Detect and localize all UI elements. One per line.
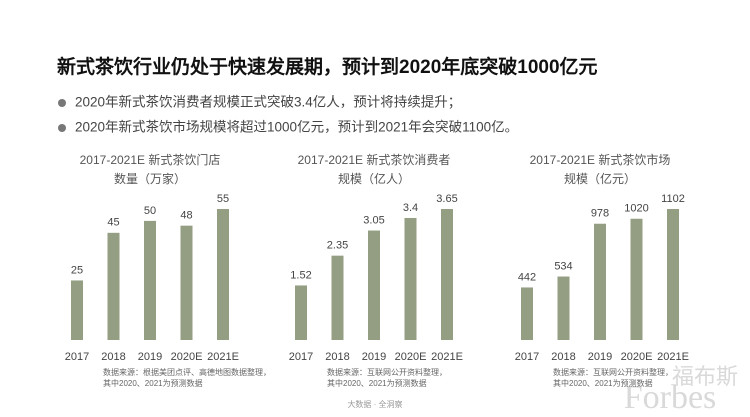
x-tick-label: 2019 xyxy=(138,351,162,363)
watermark: Forbes xyxy=(624,379,717,416)
bar xyxy=(331,255,344,340)
bar xyxy=(441,209,453,340)
x-tick-label: 2018 xyxy=(325,351,349,363)
value-label: 3.65 xyxy=(436,193,457,205)
x-tick-label: 2021E xyxy=(657,351,689,363)
x-tick-label: 2017 xyxy=(65,351,89,363)
value-label: 2.35 xyxy=(327,240,348,252)
value-label: 534 xyxy=(554,260,572,272)
value-label: 45 xyxy=(107,217,119,229)
chart-title: 规模（亿元） xyxy=(564,171,636,186)
source-note: 数据来源：根据美团点评、高德地图数据整理， xyxy=(103,367,271,377)
source-note: 其中2020、2021为预测数据 xyxy=(103,378,203,388)
value-label: 25 xyxy=(71,264,83,276)
value-label: 3.4 xyxy=(403,202,418,214)
bar xyxy=(217,209,229,340)
value-label: 978 xyxy=(591,208,609,220)
bullet-dot xyxy=(58,124,66,132)
source-note: 数据来源：互联网公开资料整理， xyxy=(553,367,673,377)
source-note: 其中2020、2021为预测数据 xyxy=(327,378,427,388)
x-tick-label: 2017 xyxy=(515,351,539,363)
bullet-text: 2020年新式茶饮消费者规模正式突破3.4亿人，预计将持续提升； xyxy=(75,95,461,111)
bar xyxy=(521,287,533,340)
bar xyxy=(107,232,120,340)
x-tick-label: 2020E xyxy=(171,351,203,363)
chart-title: 2017-2021E 新式茶饮市场 xyxy=(530,152,671,167)
slide-title: 新式茶饮行业仍处于快速发展期，预计到2020年底突破1000亿元 xyxy=(57,55,598,78)
value-label: 1.52 xyxy=(290,269,311,281)
bullet-dot xyxy=(58,99,66,107)
source-note: 数据来源：互联网公开资料整理， xyxy=(327,367,447,377)
bar xyxy=(630,218,643,340)
watermark: 福布斯 xyxy=(672,365,738,390)
bullet-text: 2020年新式茶饮市场规模将超过1000亿元，预计到2021年会突破1100亿。 xyxy=(75,119,518,135)
x-tick-label: 2021E xyxy=(207,351,239,363)
x-tick-label: 2019 xyxy=(588,351,612,363)
x-tick-label: 2018 xyxy=(101,351,125,363)
x-tick-label: 2021E xyxy=(431,351,463,363)
x-tick-label: 2017 xyxy=(289,351,313,363)
chart-title: 2017-2021E 新式茶饮消费者 xyxy=(298,152,451,167)
bar xyxy=(368,230,380,340)
value-label: 1102 xyxy=(661,193,685,205)
value-label: 3.05 xyxy=(363,214,384,226)
bar xyxy=(295,285,307,340)
x-tick-label: 2020E xyxy=(395,351,427,363)
bar xyxy=(404,217,417,340)
value-label: 55 xyxy=(217,193,229,205)
source-note: 其中2020、2021为预测数据 xyxy=(553,378,653,388)
bar xyxy=(667,209,679,340)
footer: 大数据 · 全洞察 xyxy=(347,399,402,409)
bar xyxy=(71,280,83,340)
x-tick-label: 2019 xyxy=(362,351,386,363)
value-label: 442 xyxy=(518,271,536,283)
chart-title: 数量（万家） xyxy=(114,171,186,186)
bar xyxy=(180,225,193,340)
x-tick-label: 2018 xyxy=(551,351,575,363)
bar xyxy=(594,223,606,340)
chart-title: 规模（亿人） xyxy=(338,171,410,186)
value-label: 50 xyxy=(144,205,156,217)
bar xyxy=(557,276,570,340)
value-label: 48 xyxy=(180,210,192,222)
chart-title: 2017-2021E 新式茶饮门店 xyxy=(80,152,221,167)
value-label: 1020 xyxy=(624,203,648,215)
x-tick-label: 2020E xyxy=(621,351,653,363)
bar xyxy=(144,220,156,340)
